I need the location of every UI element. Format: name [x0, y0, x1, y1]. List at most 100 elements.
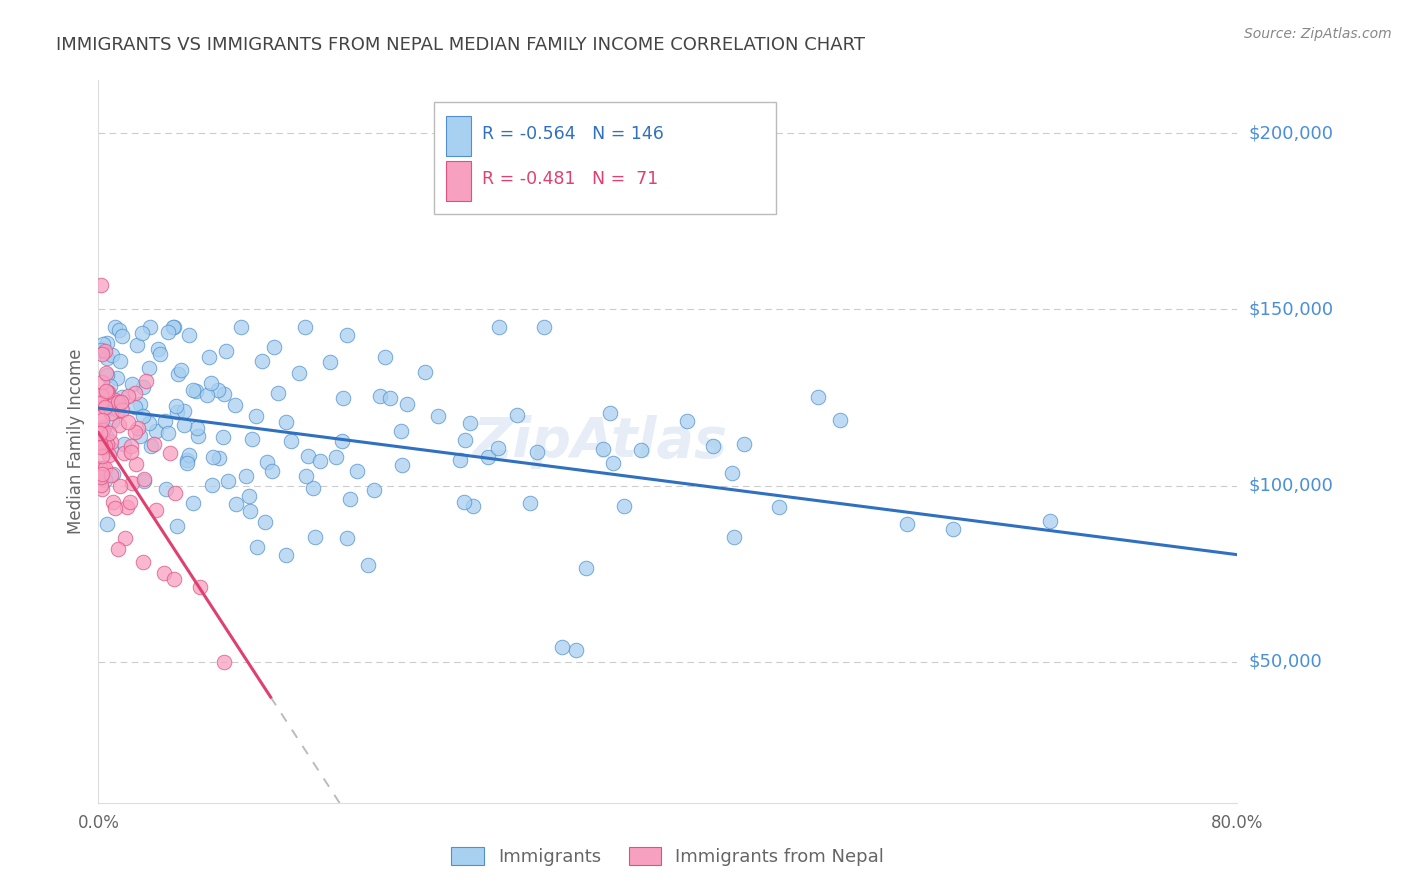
Point [132, 380, 155, 394]
Point [163, 572, 186, 586]
Point [117, 416, 139, 430]
Point [145, 424, 167, 438]
Point [107, 541, 129, 556]
Point [166, 404, 188, 418]
Point [117, 500, 139, 515]
Text: R = -0.564   N = 146: R = -0.564 N = 146 [482, 126, 664, 144]
Point [190, 580, 212, 594]
Point [486, 441, 509, 455]
Point [165, 486, 187, 500]
Point [454, 434, 477, 448]
Point [94, 401, 117, 415]
Point [90, 388, 112, 402]
Point [488, 320, 510, 334]
Point [108, 353, 131, 368]
Point [101, 401, 124, 415]
Bar [446, 116, 471, 156]
Point [132, 472, 155, 486]
Point [245, 409, 267, 423]
Point [91, 439, 114, 453]
Point [138, 417, 160, 431]
Text: $100,000: $100,000 [1249, 476, 1333, 494]
Text: Source: ZipAtlas.com: Source: ZipAtlas.com [1244, 27, 1392, 41]
Point [215, 343, 238, 358]
Point [181, 496, 204, 510]
Point [90, 347, 112, 361]
Point [100, 406, 122, 420]
Point [262, 464, 284, 478]
Point [166, 367, 188, 381]
Point [139, 320, 162, 334]
Point [97, 384, 120, 399]
Point [309, 454, 332, 468]
Point [91, 467, 114, 481]
Point [104, 500, 127, 515]
Point [235, 469, 257, 483]
Point [721, 466, 744, 480]
Point [304, 530, 326, 544]
Point [280, 434, 302, 448]
Point [165, 399, 187, 413]
Point [197, 350, 219, 364]
Point [186, 421, 208, 435]
Point [389, 424, 412, 438]
Point [319, 355, 342, 369]
Point [212, 655, 235, 669]
Point [828, 412, 851, 426]
Point [90, 396, 112, 410]
Point [263, 340, 285, 354]
Point [90, 470, 112, 484]
Point [294, 320, 316, 334]
Point [207, 450, 229, 465]
Point [807, 391, 830, 405]
Point [177, 328, 200, 343]
Point [162, 320, 184, 334]
Point [449, 453, 471, 467]
Point [374, 351, 396, 365]
Point [477, 450, 499, 464]
Point [93, 420, 115, 434]
Point [195, 388, 218, 402]
Point [90, 436, 112, 450]
Point [108, 418, 131, 433]
Point [330, 434, 353, 448]
Point [96, 368, 118, 382]
Point [896, 516, 918, 531]
Point [575, 561, 598, 575]
Point [302, 481, 325, 495]
Point [599, 406, 621, 420]
Point [98, 379, 121, 393]
Point [138, 361, 160, 376]
Point [148, 342, 170, 356]
Point [107, 402, 129, 417]
Point [96, 429, 118, 443]
Point [170, 363, 193, 377]
Point [145, 503, 167, 517]
Point [128, 429, 150, 443]
Point [111, 390, 134, 404]
Point [94, 384, 117, 398]
Point [128, 397, 150, 411]
Point [124, 400, 146, 414]
Point [336, 532, 359, 546]
Point [93, 344, 115, 359]
Point [139, 439, 162, 453]
Point [101, 495, 124, 509]
Point [100, 468, 122, 483]
Point [336, 328, 359, 343]
Text: $200,000: $200,000 [1249, 124, 1333, 142]
Point [238, 489, 260, 503]
Point [212, 387, 235, 401]
Point [176, 452, 198, 467]
Point [124, 425, 146, 439]
Point [267, 385, 290, 400]
Point [91, 409, 114, 423]
Point [121, 475, 143, 490]
Point [100, 442, 122, 456]
Point [135, 374, 157, 388]
Point [256, 455, 278, 469]
Point [458, 416, 481, 430]
Point [239, 504, 262, 518]
Point [90, 343, 112, 357]
Point [453, 495, 475, 509]
